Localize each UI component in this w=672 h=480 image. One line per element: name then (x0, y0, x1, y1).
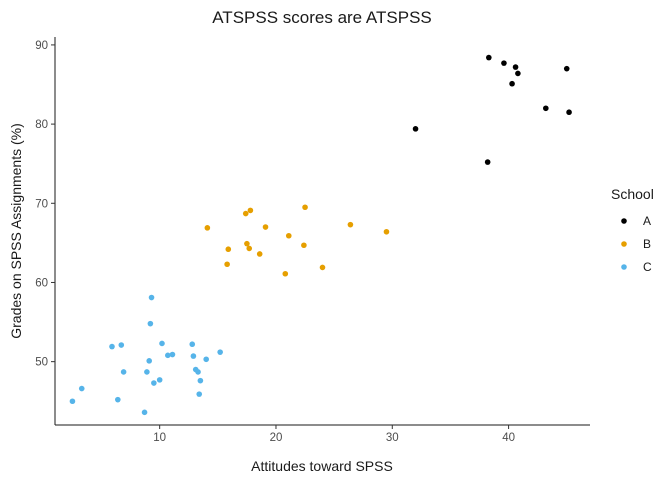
y-tick-label: 70 (35, 198, 48, 210)
legend-key-b (621, 241, 627, 247)
data-point-a (412, 126, 419, 132)
data-point-b (383, 228, 390, 235)
data-point-c (120, 369, 127, 375)
data-point-b (224, 261, 230, 268)
plot-area (69, 54, 572, 416)
x-tick-label: 30 (386, 432, 399, 444)
data-point-a (515, 70, 521, 77)
y-tick-label: 90 (35, 40, 48, 52)
data-point-b (282, 270, 289, 277)
y-axis-title: Grades on SPSS Assignments (%) (8, 123, 24, 339)
data-point-b (244, 240, 250, 247)
data-point-a (563, 65, 570, 72)
legend-key-a (621, 218, 627, 224)
data-point-a (512, 64, 519, 70)
data-point-c (217, 349, 223, 355)
data-point-a (509, 80, 515, 87)
data-point-b (225, 246, 232, 253)
x-axis-ticks: 10 20 30 40 (153, 425, 515, 444)
x-tick-label: 40 (502, 432, 515, 444)
y-tick-label: 50 (35, 357, 48, 369)
data-point-c (203, 356, 209, 363)
data-point-a (484, 159, 491, 165)
data-point-c (165, 352, 171, 359)
data-point-c (118, 342, 125, 348)
data-point-a (543, 105, 549, 112)
legend-title: School (611, 186, 654, 202)
data-point-c (190, 353, 197, 359)
data-point-b (285, 232, 292, 239)
data-point-b (246, 245, 253, 252)
data-point-b (256, 251, 263, 257)
data-point-c (196, 391, 203, 397)
data-point-c (144, 369, 150, 375)
data-point-c (115, 396, 121, 403)
data-point-b (242, 210, 249, 217)
data-point-c (146, 358, 153, 364)
data-point-b (204, 225, 211, 231)
data-point-b (319, 264, 326, 271)
data-point-c (156, 377, 163, 383)
legend-key-c (621, 264, 627, 270)
data-point-c (169, 351, 176, 358)
data-point-a (501, 60, 507, 66)
data-point-c (141, 409, 148, 416)
y-tick-label: 80 (35, 119, 48, 131)
data-point-b (302, 204, 308, 211)
data-point-c (109, 343, 115, 350)
y-axis-ticks: 50 60 70 80 90 (35, 40, 55, 369)
y-tick-label: 60 (35, 277, 48, 289)
data-point-c (69, 398, 76, 405)
legend-label-a: A (643, 214, 651, 228)
data-point-c (148, 294, 155, 301)
data-point-b (247, 207, 254, 214)
data-point-a (566, 109, 572, 116)
data-point-c (189, 341, 196, 348)
x-tick-label: 20 (270, 432, 283, 444)
data-point-b (301, 242, 307, 249)
data-point-c (197, 377, 204, 384)
data-point-b (347, 221, 354, 228)
data-point-c (159, 340, 165, 347)
x-tick-label: 10 (153, 432, 166, 444)
data-point-c (147, 320, 154, 327)
legend-label-c: C (643, 260, 652, 274)
chart-title: ATSPSS scores are ATSPSS (212, 8, 432, 27)
data-point-a (486, 54, 492, 61)
data-point-b (262, 224, 269, 230)
legend: School ABC (611, 186, 654, 274)
legend-label-b: B (643, 237, 651, 251)
x-axis-title: Attitudes toward SPSS (251, 458, 393, 474)
data-point-c (151, 380, 157, 386)
data-point-c (78, 385, 85, 392)
data-point-c (195, 369, 201, 375)
